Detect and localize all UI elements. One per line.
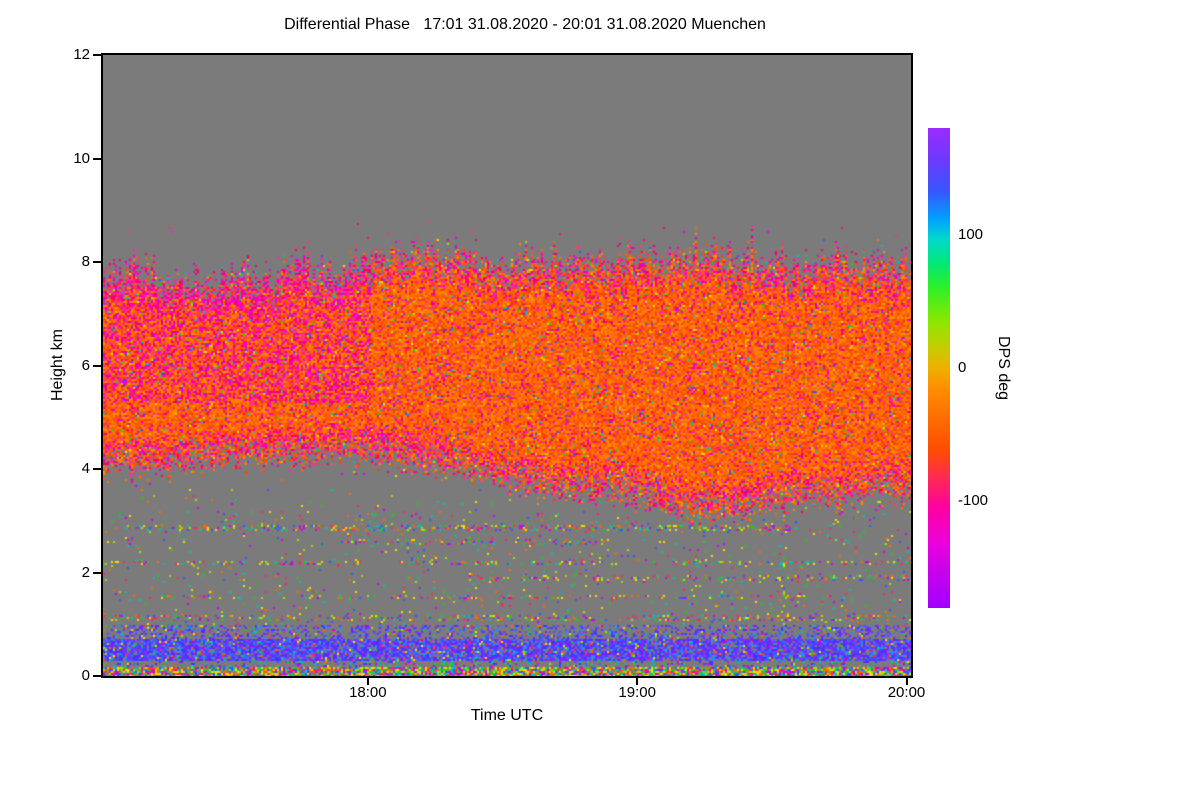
- x-tick-label: 20:00: [887, 684, 926, 701]
- y-tick-label: 4: [81, 460, 90, 477]
- colorbar-tick-label: 0: [958, 359, 967, 376]
- x-axis-tick: [636, 678, 639, 685]
- y-tick-label: 2: [81, 563, 90, 581]
- colorbar-tick-label: -100: [958, 492, 989, 510]
- y-axis-tick: [93, 571, 101, 574]
- x-tick-label: 18:00: [349, 684, 387, 701]
- x-axis-tick: [905, 678, 908, 685]
- heatmap-canvas: [103, 55, 911, 676]
- y-axis-tick: [93, 157, 101, 160]
- x-axis-tick: [366, 678, 369, 685]
- x-axis-label: Time UTC: [470, 707, 544, 724]
- y-tick-label: 12: [73, 46, 90, 63]
- y-tick-label: 10: [73, 149, 90, 167]
- x-tick-label: 19:00: [618, 684, 656, 701]
- colorbar: [928, 128, 950, 608]
- y-tick-label: 0: [81, 667, 90, 684]
- y-tick-label: 8: [81, 253, 90, 270]
- colorbar-tick-label: 100: [958, 225, 984, 243]
- chart-title: Differential Phase 17:01 31.08.2020 - 20…: [284, 16, 766, 33]
- y-axis-tick: [93, 261, 101, 263]
- y-tick-label: 6: [81, 356, 90, 374]
- y-axis-tick: [93, 675, 101, 677]
- y-axis-tick: [93, 54, 101, 56]
- y-axis-tick: [93, 468, 101, 470]
- y-axis-tick: [93, 364, 101, 367]
